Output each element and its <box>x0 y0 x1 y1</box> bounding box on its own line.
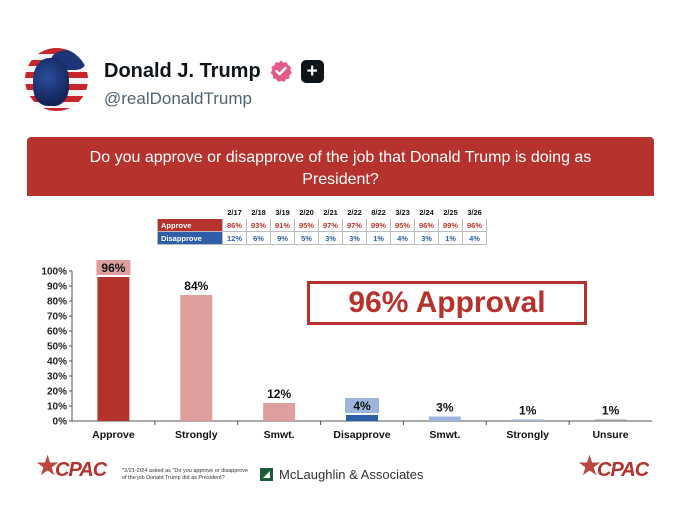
data-label: 3% <box>436 401 454 415</box>
y-tick-label: 0% <box>53 417 68 428</box>
category-label: Disapprove <box>333 429 390 441</box>
table-header-row: 2/17 2/18 3/19 2/20 2/21 2/22 8/22 3/23 … <box>158 206 487 219</box>
table-date: 2/20 <box>299 207 314 217</box>
table-date: 3/23 <box>395 207 410 217</box>
category-label: Strongly <box>506 429 549 441</box>
bar <box>263 403 296 421</box>
cpac-logo-text: CPAC <box>597 459 649 481</box>
table-date: 2/22 <box>347 207 362 217</box>
y-tick-label: 80% <box>47 297 67 308</box>
category-label: Smwt. <box>429 429 460 441</box>
table-cell: 95% <box>294 218 319 232</box>
approval-bar-chart: 0% 10% 20% 30% 40% 50% 60% 70% 80% 90% 100% 96% Appr… <box>41 260 652 441</box>
table-cell: 91% <box>270 218 295 232</box>
avatar[interactable] <box>25 48 88 111</box>
y-tick-label: 30% <box>47 372 67 383</box>
cpac-logo-text: CPAC <box>55 459 107 481</box>
table-date: 3/26 <box>467 207 482 217</box>
table-cell: 1% <box>366 231 391 245</box>
pollster-logo: McLaughlin & Associates <box>260 467 424 482</box>
approval-callout: 96% Approval <box>307 281 587 325</box>
star-icon: ★ <box>35 450 60 481</box>
table-date: 3/19 <box>275 207 290 217</box>
y-tick-label: 100% <box>41 267 67 278</box>
table-row-label: Approve <box>157 218 223 232</box>
table-cell: 99% <box>366 218 391 232</box>
table-cell: 1% <box>438 231 463 245</box>
table-cell: 86% <box>222 218 247 232</box>
data-label: 12% <box>267 387 291 401</box>
table-cell: 97% <box>318 218 343 232</box>
y-tick-label: 20% <box>47 387 67 398</box>
category-label: Approve <box>92 429 135 441</box>
verified-badge-icon <box>270 60 292 82</box>
cpac-logo: ★ CPAC <box>35 450 107 482</box>
category-label: Strongly <box>175 429 218 441</box>
table-cell: 3% <box>342 231 367 245</box>
footnote: *2/21-2/24 asked as "Do you approve or d… <box>122 468 249 481</box>
star-icon: ★ <box>577 450 602 481</box>
table-date: 2/25 <box>443 207 458 217</box>
table-date: 2/21 <box>323 207 338 217</box>
tweet-header: Donald J. Trump + @realDonaldTrump <box>25 48 665 112</box>
bar <box>428 416 461 421</box>
table-cell: 9% <box>270 231 295 245</box>
bar <box>346 415 378 421</box>
table-cell: 4% <box>390 231 415 245</box>
y-tick-label: 50% <box>47 342 67 353</box>
data-label: 4% <box>353 399 371 413</box>
data-label-background <box>345 398 379 413</box>
pollster-logo-icon <box>260 468 273 481</box>
bar <box>180 295 213 421</box>
data-label: 84% <box>184 279 208 293</box>
slide-footer: ★ CPAC *2/21-2/24 asked as "Do you appro… <box>27 450 654 495</box>
table-cell: 93% <box>246 218 271 232</box>
table-cell: 4% <box>462 231 487 245</box>
table-cell: 3% <box>318 231 343 245</box>
table-date: 8/22 <box>371 207 386 217</box>
table-cell: 3% <box>414 231 439 245</box>
table-cell: 95% <box>390 218 415 232</box>
bar <box>594 419 627 421</box>
y-tick-label: 10% <box>47 402 67 413</box>
table-date: 2/18 <box>251 207 266 217</box>
y-tick-label: 60% <box>47 327 67 338</box>
data-label: 1% <box>519 404 537 418</box>
table-cell: 96% <box>414 218 439 232</box>
y-tick-label: 40% <box>47 357 67 368</box>
table-cell: 96% <box>462 218 487 232</box>
y-tick-label: 90% <box>47 282 67 293</box>
table-cell: 6% <box>246 231 271 245</box>
affiliate-badge-icon: + <box>300 59 324 83</box>
table-cell: 99% <box>438 218 463 232</box>
data-label: 96% <box>101 261 125 275</box>
bar <box>97 277 130 421</box>
table-cell: 5% <box>294 231 319 245</box>
table-row-approve: Approve 86% 93% 91% 95% 97% 97% 99% 95% … <box>157 218 487 232</box>
data-label: 1% <box>602 404 620 418</box>
pollster-name: McLaughlin & Associates <box>279 467 424 482</box>
name-row: Donald J. Trump + <box>104 57 324 85</box>
table-date: 2/17 <box>227 207 242 217</box>
category-label: Smwt. <box>264 429 295 441</box>
table-date: 2/24 <box>419 207 434 217</box>
bar <box>511 419 544 421</box>
table-corner <box>158 206 223 219</box>
table-row-disapprove: Disapprove 12% 6% 9% 5% 3% 3% 1% 4% 3% 1… <box>157 231 487 245</box>
table-cell: 12% <box>222 231 247 245</box>
question-banner: Do you approve or disapprove of the job … <box>27 137 654 196</box>
y-tick-label: 70% <box>47 312 67 323</box>
category-label: Unsure <box>592 429 628 441</box>
display-name[interactable]: Donald J. Trump <box>104 59 261 82</box>
table-row-label: Disapprove <box>157 231 223 245</box>
avatar-face <box>33 58 69 106</box>
cpac-logo: ★ CPAC <box>577 450 649 482</box>
poll-slide: Do you approve or disapprove of the job … <box>27 137 654 496</box>
user-handle[interactable]: @realDonaldTrump <box>104 89 252 108</box>
table-cell: 97% <box>342 218 367 232</box>
trend-table: 2/17 2/18 3/19 2/20 2/21 2/22 8/22 3/23 … <box>157 205 487 245</box>
data-label-background <box>96 260 131 275</box>
